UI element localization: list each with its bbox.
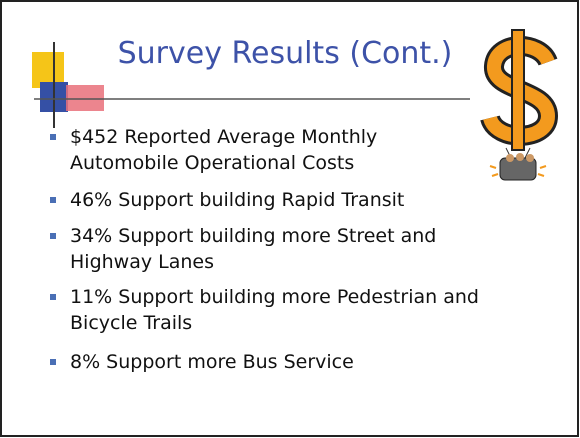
bullet-marker xyxy=(50,294,56,300)
bullet-marker xyxy=(50,233,56,239)
bullet-marker xyxy=(50,134,56,140)
bullet-text: $452 Reported Average Monthly xyxy=(70,124,377,150)
bullet-text: 11% Support building more Pedestrian and xyxy=(70,284,479,310)
bullet-text: 34% Support building more Street and xyxy=(70,223,436,249)
bullet-text: Automobile Operational Costs xyxy=(70,150,377,176)
bullet-text: Bicycle Trails xyxy=(70,310,479,336)
slide: Survey Results (Cont.) $452 Reported Ave… xyxy=(0,0,580,438)
bullet-marker xyxy=(50,359,56,365)
bullet-marker xyxy=(50,197,56,203)
deco-red xyxy=(66,85,104,111)
slide-title: Survey Results (Cont.) xyxy=(60,36,510,71)
bullet-item: 46% Support building Rapid Transit xyxy=(50,187,404,213)
bullet-item: 11% Support building more Pedestrian and… xyxy=(50,284,479,336)
bullet-text: 46% Support building Rapid Transit xyxy=(70,187,404,213)
bullet-item: 8% Support more Bus Service xyxy=(50,349,354,375)
bullet-text: Highway Lanes xyxy=(70,249,436,275)
bullet-text: 8% Support more Bus Service xyxy=(70,349,354,375)
